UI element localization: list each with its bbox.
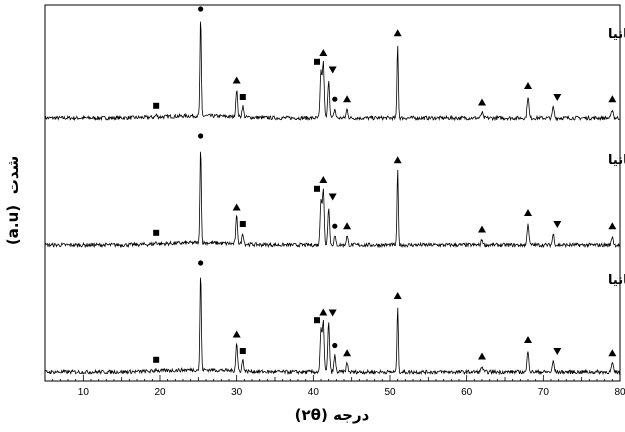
x-tick-label: 10 (78, 387, 90, 398)
phase-marker-square (239, 221, 246, 227)
phase-marker-triangle-down (553, 221, 562, 228)
phase-marker-square (153, 229, 160, 236)
x-tick-label: 40 (308, 387, 320, 398)
x-tick-label: 20 (154, 387, 166, 398)
phase-marker-square (314, 317, 320, 324)
phase-marker-triangle-up (343, 95, 352, 103)
phase-marker-circle (332, 342, 338, 349)
phase-marker-triangle-up (319, 176, 328, 183)
series-label-2: نیم درصد وزنی نانوتیتانیا (608, 153, 625, 168)
phase-marker-triangle-up (343, 222, 352, 230)
phase-marker-triangle-up (608, 349, 617, 357)
phase-marker-triangle-up (478, 352, 486, 360)
x-axis-title: درجه (۲θ) (295, 406, 370, 424)
phase-marker-triangle-up (393, 156, 402, 164)
phase-marker-square (153, 102, 160, 109)
phase-marker-square (314, 58, 320, 65)
phase-marker-circle (198, 133, 204, 139)
phase-marker-triangle-down (328, 66, 337, 74)
phase-marker-triangle-up (478, 225, 486, 233)
phase-marker-circle (332, 223, 338, 229)
phase-marker-triangle-up (524, 82, 532, 89)
phase-marker-square (153, 356, 160, 363)
series-label-3: صفر درصد وزنی نانوتیتانیا (608, 273, 625, 288)
phase-marker-triangle-down (553, 348, 562, 355)
phase-marker-square (239, 94, 246, 100)
phase-marker-circle (198, 6, 204, 12)
marker-layer (153, 6, 617, 363)
phase-marker-triangle-up (232, 330, 241, 338)
x-tick-label: 80 (614, 387, 625, 398)
phase-marker-triangle-up (232, 203, 241, 211)
phase-marker-triangle-up (232, 76, 241, 84)
phase-marker-triangle-up (608, 222, 617, 230)
phase-marker-triangle-up (524, 209, 532, 216)
y-axis-title: شدت (4, 156, 22, 195)
xrd-pattern-3 (44, 277, 621, 376)
phase-marker-triangle-down (328, 309, 337, 317)
xrd-pattern-1 (44, 21, 620, 122)
phase-marker-triangle-down (328, 193, 337, 201)
phase-marker-triangle-up (343, 349, 352, 357)
phase-marker-triangle-up (608, 95, 617, 103)
phase-marker-triangle-up (319, 308, 328, 316)
phase-marker-square (239, 348, 246, 354)
phase-marker-triangle-up (524, 336, 532, 343)
plot-frame (44, 4, 621, 382)
xrd-pattern-2 (44, 151, 621, 249)
phase-marker-triangle-down (553, 94, 562, 101)
y-axis-unit: (a.u) (4, 205, 22, 245)
phase-marker-square (314, 185, 320, 192)
series-label-1: یک درصد وزنی نانوتیتانیا (608, 27, 625, 42)
phase-marker-circle (332, 96, 338, 102)
phase-marker-triangle-up (319, 49, 328, 56)
x-tick-label: 70 (538, 387, 550, 398)
series-layer (44, 21, 621, 376)
phase-marker-triangle-up (393, 292, 402, 299)
x-axis-ticks: 10 20 30 40 50 60 70 80 (44, 375, 625, 398)
phase-marker-triangle-up (393, 29, 402, 37)
x-tick-label: 60 (461, 387, 473, 398)
x-tick-label: 30 (231, 387, 243, 398)
phase-marker-circle (198, 260, 204, 266)
phase-marker-triangle-up (478, 98, 486, 106)
x-tick-label: 50 (384, 387, 396, 398)
